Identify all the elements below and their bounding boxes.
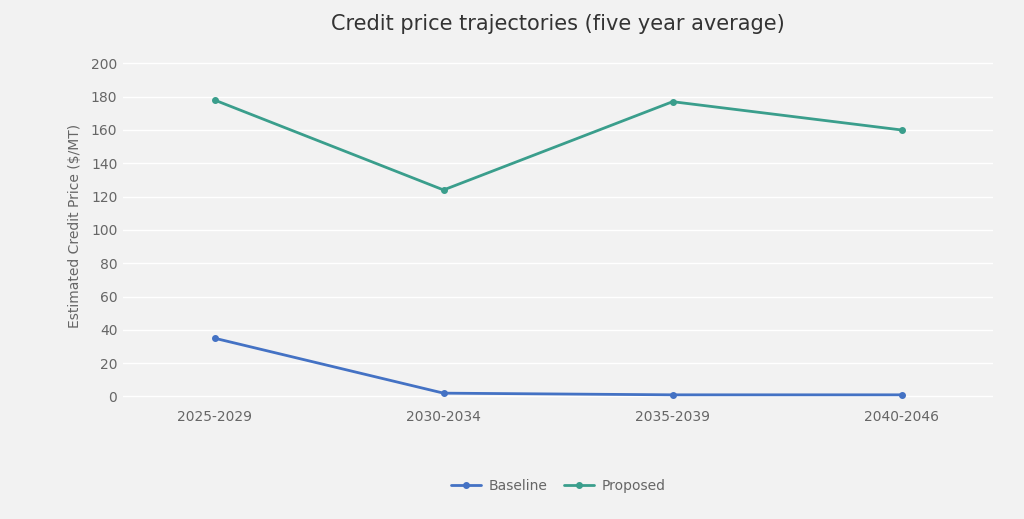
Proposed [437,187,450,193]
Proposed [667,99,679,105]
Y-axis label: Estimated Credit Price ($/MT): Estimated Credit Price ($/MT) [69,124,83,328]
Line: Proposed: Proposed [212,97,904,193]
Title: Credit price trajectories (five year average): Credit price trajectories (five year ave… [331,14,785,34]
Proposed [896,127,908,133]
Legend: Baseline, Proposed: Baseline, Proposed [445,473,671,498]
Baseline [437,390,450,397]
Proposed [208,97,220,103]
Baseline [667,392,679,398]
Baseline [896,392,908,398]
Line: Baseline: Baseline [212,335,904,398]
Baseline [208,335,220,342]
